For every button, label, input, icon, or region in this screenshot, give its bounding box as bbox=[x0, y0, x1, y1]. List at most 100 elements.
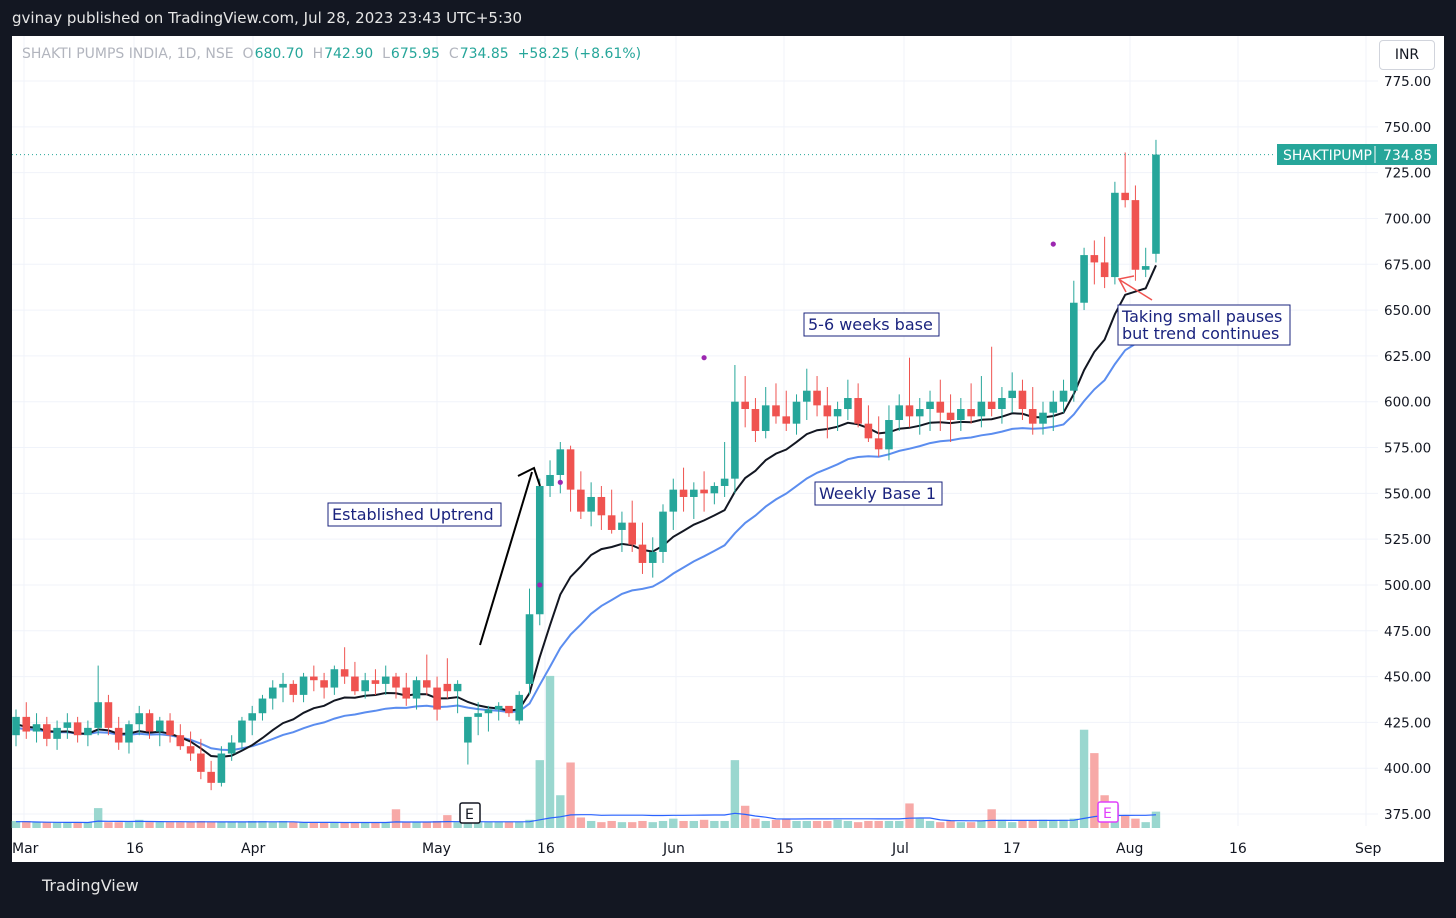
pause-arrow-line bbox=[1119, 279, 1153, 301]
candle bbox=[957, 398, 965, 432]
volume-bar bbox=[853, 822, 863, 828]
volume-bar bbox=[669, 818, 678, 828]
candle-body bbox=[73, 722, 82, 736]
volume-bar bbox=[1038, 819, 1048, 828]
annotation-weekly-base-text: Weekly Base 1 bbox=[819, 484, 936, 503]
candle-body bbox=[772, 405, 780, 417]
candle bbox=[1049, 390, 1058, 432]
candle-body bbox=[556, 449, 565, 475]
candle bbox=[155, 716, 164, 747]
legend-close: 734.85 bbox=[460, 46, 509, 62]
volume-bar bbox=[966, 822, 976, 828]
volume-bar bbox=[710, 820, 719, 828]
price-tag-symbol: SHAKTIPUMP bbox=[1283, 148, 1372, 164]
candle bbox=[1080, 247, 1088, 311]
candle bbox=[423, 654, 431, 695]
candle bbox=[238, 716, 246, 750]
candle bbox=[197, 738, 205, 780]
candle-body bbox=[1059, 390, 1068, 402]
annotation-base-weeks-text: 5-6 weeks base bbox=[808, 315, 933, 334]
candle-body bbox=[618, 522, 626, 530]
volume-bar bbox=[689, 820, 699, 828]
candle bbox=[854, 383, 862, 428]
candle-body bbox=[751, 409, 760, 432]
volume-bar bbox=[987, 809, 996, 828]
volume-bar bbox=[699, 819, 709, 828]
candle-body bbox=[844, 398, 852, 410]
volume-bar bbox=[381, 822, 390, 828]
annotation-base-weeks-box bbox=[803, 312, 940, 337]
candle-body bbox=[515, 694, 524, 721]
earnings-marker-box bbox=[1097, 801, 1119, 823]
candle-body bbox=[94, 702, 102, 728]
candle-body bbox=[238, 720, 246, 743]
x-tick-label: Apr bbox=[241, 841, 265, 857]
candle bbox=[135, 705, 144, 736]
candle bbox=[977, 376, 986, 428]
candle-body bbox=[392, 676, 400, 688]
volume-bar bbox=[412, 822, 421, 828]
candle bbox=[1111, 181, 1119, 285]
volume-bar bbox=[124, 822, 134, 828]
candle bbox=[84, 720, 92, 747]
y-tick-label: 600.00 bbox=[1384, 395, 1431, 411]
volume-bar bbox=[135, 819, 144, 828]
candle bbox=[248, 705, 257, 736]
candle bbox=[53, 720, 61, 750]
candle bbox=[926, 390, 934, 432]
volume-bar bbox=[176, 822, 185, 828]
gridlines bbox=[12, 36, 1378, 826]
candle-body bbox=[1039, 412, 1047, 424]
candle-body bbox=[813, 390, 821, 406]
y-tick-label: 750.00 bbox=[1384, 120, 1431, 136]
volume-average-line bbox=[16, 812, 1157, 824]
candle bbox=[864, 405, 873, 443]
candle-body bbox=[700, 489, 708, 494]
candle-body bbox=[802, 390, 811, 402]
candle bbox=[125, 720, 133, 754]
volume-bar bbox=[1028, 820, 1037, 828]
volume-bar bbox=[628, 822, 637, 828]
candle-body bbox=[22, 716, 31, 732]
volume-bar bbox=[925, 820, 935, 828]
candle-body bbox=[340, 669, 349, 677]
legend-high: 742.90 bbox=[324, 46, 373, 62]
candle bbox=[433, 676, 441, 721]
volume-bar bbox=[1141, 822, 1150, 828]
price-chart[interactable]: SHAKTIPUMP 734.85 375.00 400.00 425.00 450.0… bbox=[0, 0, 1456, 866]
candle-body bbox=[217, 753, 226, 783]
volume-bar bbox=[977, 820, 986, 828]
candle-body bbox=[484, 709, 493, 714]
y-tick-label: 775.00 bbox=[1384, 74, 1431, 90]
moving-averages bbox=[15, 264, 1157, 758]
candle bbox=[659, 504, 667, 563]
candle-body bbox=[248, 713, 257, 721]
candle bbox=[268, 680, 277, 710]
volume-bar bbox=[658, 820, 668, 828]
candle-body bbox=[577, 489, 585, 512]
uptrend-arrow-head bbox=[517, 466, 541, 487]
volume-bar bbox=[545, 675, 555, 828]
volume-bar bbox=[432, 820, 442, 828]
volume-bar bbox=[391, 809, 401, 828]
earnings-marker-box bbox=[459, 802, 481, 824]
candle-body bbox=[227, 742, 236, 754]
volume-bar bbox=[1069, 818, 1079, 828]
volume-bar bbox=[556, 795, 565, 828]
candle bbox=[515, 691, 524, 725]
volume-bar bbox=[679, 820, 688, 828]
candle bbox=[63, 713, 72, 739]
y-tick-label: 700.00 bbox=[1384, 211, 1431, 227]
x-tick-label: 17 bbox=[1003, 841, 1021, 857]
y-tick-label: 575.00 bbox=[1384, 441, 1431, 457]
currency-button[interactable]: INR bbox=[1379, 40, 1435, 70]
candle-body bbox=[43, 724, 51, 739]
candle-body bbox=[638, 544, 647, 563]
candle-body bbox=[669, 489, 678, 512]
candle-body bbox=[268, 687, 277, 699]
x-tick-label: 15 bbox=[776, 841, 794, 857]
chart-canvas bbox=[12, 36, 1444, 862]
candle-body bbox=[1111, 192, 1119, 278]
volume-bar bbox=[1151, 811, 1161, 828]
candle bbox=[813, 376, 821, 417]
